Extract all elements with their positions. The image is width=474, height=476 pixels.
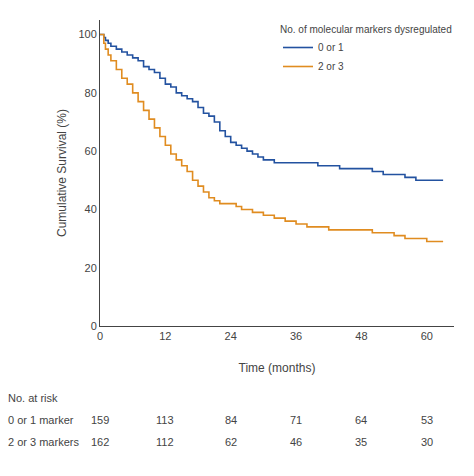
svg-text:36: 36 [290, 330, 302, 342]
svg-text:84: 84 [225, 414, 237, 426]
svg-text:46: 46 [290, 436, 302, 448]
svg-text:71: 71 [290, 414, 302, 426]
svg-text:48: 48 [355, 330, 367, 342]
svg-text:60: 60 [85, 145, 97, 157]
svg-text:0: 0 [91, 320, 97, 332]
svg-text:No. at risk: No. at risk [8, 392, 58, 404]
svg-text:64: 64 [355, 414, 367, 426]
svg-text:Time (months): Time (months) [239, 361, 316, 375]
svg-text:60: 60 [421, 330, 433, 342]
svg-text:No. of molecular markers dysre: No. of molecular markers dysregulated [280, 24, 452, 35]
svg-text:113: 113 [156, 414, 174, 426]
svg-text:40: 40 [85, 203, 97, 215]
svg-text:Cumulative Survival (%): Cumulative Survival (%) [55, 109, 69, 237]
svg-text:35: 35 [355, 436, 367, 448]
svg-text:80: 80 [85, 87, 97, 99]
svg-text:112: 112 [156, 436, 174, 448]
svg-text:159: 159 [91, 414, 109, 426]
svg-text:0 or 1: 0 or 1 [318, 42, 344, 53]
svg-text:62: 62 [225, 436, 237, 448]
svg-text:162: 162 [91, 436, 109, 448]
svg-text:0: 0 [97, 330, 103, 342]
svg-text:0 or 1 marker: 0 or 1 marker [8, 414, 74, 426]
svg-text:2 or 3 markers: 2 or 3 markers [8, 436, 79, 448]
svg-text:53: 53 [421, 414, 433, 426]
svg-text:24: 24 [225, 330, 237, 342]
svg-text:30: 30 [421, 436, 433, 448]
svg-text:100: 100 [78, 28, 96, 40]
svg-text:2 or 3: 2 or 3 [318, 61, 344, 72]
svg-text:20: 20 [85, 262, 97, 274]
svg-text:12: 12 [159, 330, 171, 342]
